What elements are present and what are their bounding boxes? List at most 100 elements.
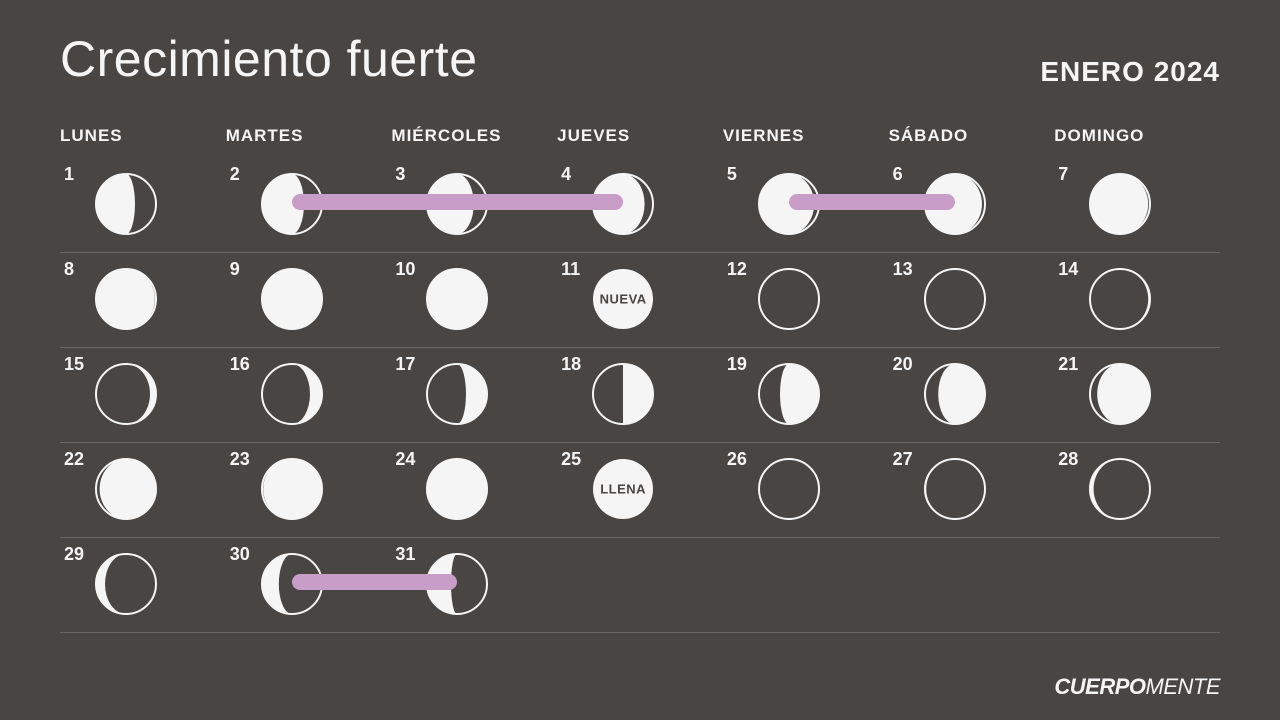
day-number: 22 <box>64 449 84 470</box>
moon-phase-icon <box>1088 267 1152 331</box>
day-number: 6 <box>893 164 903 185</box>
day-cell <box>557 538 723 632</box>
lunar-calendar: LUNESMARTESMIÉRCOLESJUEVESVIERNESSÁBADOD… <box>0 118 1280 633</box>
dayname: MARTES <box>226 118 392 158</box>
day-number: 10 <box>395 259 415 280</box>
highlight-bar <box>292 194 623 210</box>
moon-label: NUEVA <box>600 292 647 307</box>
dayname: LUNES <box>60 118 226 158</box>
day-number: 18 <box>561 354 581 375</box>
moon-phase-icon <box>94 172 158 236</box>
day-number: 23 <box>230 449 250 470</box>
moon-phase-icon <box>757 362 821 426</box>
moon-phase-icon <box>425 457 489 521</box>
day-cell: 9 <box>226 253 392 347</box>
day-number: 26 <box>727 449 747 470</box>
day-cell: 23 <box>226 443 392 537</box>
day-cell: 25 LLENA <box>557 443 723 537</box>
moon-phase-icon <box>923 267 987 331</box>
moon-phase-icon <box>757 457 821 521</box>
moon-phase-icon <box>757 267 821 331</box>
moon-phase-icon <box>425 362 489 426</box>
day-number: 5 <box>727 164 737 185</box>
day-number: 2 <box>230 164 240 185</box>
day-cell: 26 <box>723 443 889 537</box>
day-number: 29 <box>64 544 84 565</box>
dayname: SÁBADO <box>889 118 1055 158</box>
week-row: 8 9 10 11 NUEVA 12 13 14 <box>60 253 1220 348</box>
day-number: 13 <box>893 259 913 280</box>
day-cell <box>1054 538 1220 632</box>
day-number: 8 <box>64 259 74 280</box>
day-number: 17 <box>395 354 415 375</box>
day-number: 15 <box>64 354 84 375</box>
moon-phase-icon: NUEVA <box>591 267 655 331</box>
moon-phase-icon: LLENA <box>591 457 655 521</box>
highlight-bar <box>789 194 955 210</box>
day-cell: 18 <box>557 348 723 442</box>
day-cell: 17 <box>391 348 557 442</box>
month-year: ENERO 2024 <box>1040 56 1220 88</box>
week-row: 29 30 31 <box>60 538 1220 633</box>
day-number: 25 <box>561 449 581 470</box>
day-number: 19 <box>727 354 747 375</box>
day-cell: 12 <box>723 253 889 347</box>
day-number: 21 <box>1058 354 1078 375</box>
day-cell: 7 <box>1054 158 1220 252</box>
day-number: 30 <box>230 544 250 565</box>
moon-phase-icon <box>591 362 655 426</box>
day-number: 28 <box>1058 449 1078 470</box>
moon-phase-icon <box>260 457 324 521</box>
day-cell: 16 <box>226 348 392 442</box>
highlight-bar <box>292 574 458 590</box>
day-cell: 28 <box>1054 443 1220 537</box>
day-number: 11 <box>561 259 580 280</box>
page-title: Crecimiento fuerte <box>60 30 478 88</box>
day-cell: 24 <box>391 443 557 537</box>
day-cell <box>889 538 1055 632</box>
day-cell <box>723 538 889 632</box>
moon-phase-icon <box>1088 362 1152 426</box>
moon-phase-icon <box>94 552 158 616</box>
week-row: 15 1617 18 19 20 21 <box>60 348 1220 443</box>
brand-logo: CUERPOMENTE <box>1054 674 1220 700</box>
dayname: VIERNES <box>723 118 889 158</box>
day-cell: 20 <box>889 348 1055 442</box>
day-number: 24 <box>395 449 415 470</box>
day-cell: 10 <box>391 253 557 347</box>
brand-thin: MENTE <box>1146 674 1221 699</box>
day-cell: 21 <box>1054 348 1220 442</box>
day-number: 31 <box>395 544 415 565</box>
day-number: 1 <box>64 164 74 185</box>
day-cell: 8 <box>60 253 226 347</box>
day-cell: 29 <box>60 538 226 632</box>
weeks-container: 1234567891011NUEVA1213141516171819202122… <box>60 158 1220 633</box>
dayname: JUEVES <box>557 118 723 158</box>
day-cell: 27 <box>889 443 1055 537</box>
day-number: 12 <box>727 259 747 280</box>
day-cell: 1 <box>60 158 226 252</box>
moon-phase-icon <box>94 362 158 426</box>
moon-phase-icon <box>923 362 987 426</box>
day-number: 3 <box>395 164 405 185</box>
day-number: 9 <box>230 259 240 280</box>
day-cell: 14 <box>1054 253 1220 347</box>
day-cell: 19 <box>723 348 889 442</box>
day-cell: 13 <box>889 253 1055 347</box>
day-number: 27 <box>893 449 913 470</box>
day-number: 14 <box>1058 259 1078 280</box>
moon-phase-icon <box>923 457 987 521</box>
moon-phase-icon <box>94 267 158 331</box>
day-cell: 22 <box>60 443 226 537</box>
moon-phase-icon <box>260 267 324 331</box>
day-cell: 15 <box>60 348 226 442</box>
moon-phase-icon <box>1088 457 1152 521</box>
moon-phase-icon <box>94 457 158 521</box>
dayname: DOMINGO <box>1054 118 1220 158</box>
dayname-row: LUNESMARTESMIÉRCOLESJUEVESVIERNESSÁBADOD… <box>60 118 1220 158</box>
day-cell: 11 NUEVA <box>557 253 723 347</box>
day-number: 7 <box>1058 164 1068 185</box>
moon-phase-icon <box>425 267 489 331</box>
week-row: 1234567 <box>60 158 1220 253</box>
day-number: 20 <box>893 354 913 375</box>
